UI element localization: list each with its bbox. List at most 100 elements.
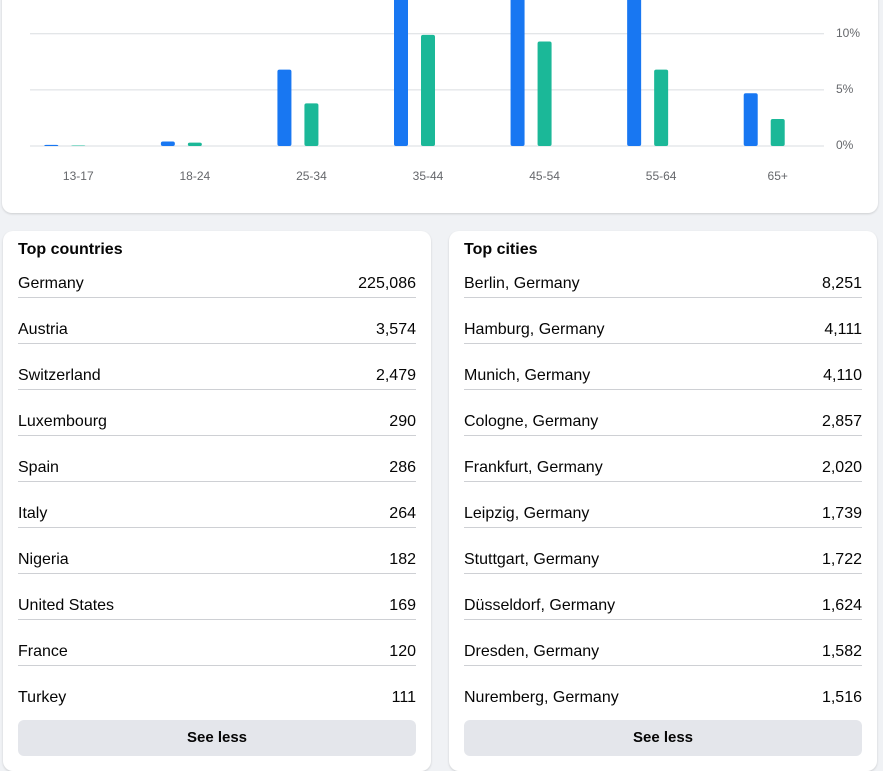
- x-tick-label: 45-54: [529, 169, 560, 183]
- divider: [464, 435, 862, 436]
- row-label: Nuremberg, Germany: [464, 689, 619, 706]
- list-row: Stuttgart, Germany 1,722: [464, 551, 862, 597]
- row-label: Stuttgart, Germany: [464, 551, 600, 568]
- see-less-button[interactable]: See less: [18, 720, 416, 756]
- list-row: Turkey 111: [18, 689, 416, 735]
- chart-card: 0% 5% 10% 13-17 18-24 25-34 35-44 45-54 55-64 65+: [2, 0, 878, 213]
- x-tick-label: 25-34: [296, 169, 327, 183]
- row-value: 169: [389, 597, 416, 614]
- list-row: Germany 225,086: [18, 275, 416, 321]
- row-value: 111: [391, 689, 416, 706]
- row-label: Austria: [18, 321, 68, 338]
- row-value: 3,574: [375, 321, 416, 338]
- divider: [464, 527, 862, 528]
- divider: [18, 389, 416, 390]
- divider: [464, 297, 862, 298]
- bar: [187, 142, 202, 146]
- row-label: Nigeria: [18, 551, 69, 568]
- divider: [18, 665, 416, 666]
- row-value: 1,624: [821, 597, 862, 614]
- row-label: United States: [18, 597, 115, 614]
- row-label: Frankfurt, Germany: [464, 459, 603, 476]
- row-value: 8,251: [821, 275, 862, 292]
- row-label: Turkey: [18, 689, 67, 706]
- row-value: 182: [389, 551, 416, 568]
- divider: [18, 619, 416, 620]
- card-title: Top countries: [18, 241, 123, 258]
- divider: [18, 481, 416, 482]
- row-label: Dresden, Germany: [464, 643, 600, 660]
- list-row: Italy 264: [18, 505, 416, 551]
- row-value: 1,516: [821, 689, 862, 706]
- y-tick-label: 0%: [836, 138, 854, 152]
- row-label: Spain: [18, 459, 59, 476]
- row-value: 290: [389, 413, 416, 430]
- bar: [743, 93, 758, 146]
- y-tick-label: 5%: [836, 82, 854, 96]
- list-row: Berlin, Germany 8,251: [464, 275, 862, 321]
- countries-card: Top countries Germany 225,086 Austria 3,574 S…: [3, 231, 431, 771]
- bar: [304, 103, 319, 146]
- bar: [627, 0, 642, 146]
- bar: [510, 0, 525, 146]
- divider: [18, 435, 416, 436]
- bar: [160, 141, 175, 146]
- card-title: Top cities: [464, 241, 538, 258]
- x-tick-label: 65+: [768, 169, 788, 183]
- row-value: 2,479: [375, 367, 416, 384]
- list-row: Cologne, Germany 2,857: [464, 413, 862, 459]
- row-label: Berlin, Germany: [464, 275, 580, 292]
- list-row: Düsseldorf, Germany 1,624: [464, 597, 862, 643]
- row-value: 1,739: [821, 505, 862, 522]
- bar: [71, 145, 86, 146]
- row-label: Munich, Germany: [464, 367, 591, 384]
- row-value: 120: [389, 643, 416, 660]
- list-row: Hamburg, Germany 4,111: [464, 321, 862, 367]
- bar: [394, 0, 408, 146]
- divider: [464, 665, 862, 666]
- bar: [537, 41, 552, 146]
- list-row: Dresden, Germany 1,582: [464, 643, 862, 689]
- list-row: Switzerland 2,479: [18, 367, 416, 413]
- row-value: 2,857: [821, 413, 862, 430]
- bar: [277, 69, 292, 146]
- x-tick-label: 35-44: [413, 169, 444, 183]
- list-row: United States 169: [18, 597, 416, 643]
- row-value: 225,086: [358, 275, 416, 292]
- divider: [464, 389, 862, 390]
- row-label: Leipzig, Germany: [464, 505, 590, 522]
- row-value: 4,110: [823, 367, 862, 384]
- list-row: Munich, Germany 4,110: [464, 367, 862, 413]
- divider: [18, 573, 416, 574]
- divider: [18, 297, 416, 298]
- row-label: Switzerland: [18, 367, 101, 384]
- row-value: 4,111: [824, 321, 862, 338]
- chart: 0% 5% 10% 13-17 18-24 25-34 35-44 45-54 55-64 65+: [30, 0, 860, 183]
- row-value: 1,722: [821, 551, 862, 568]
- divider: [464, 573, 862, 574]
- divider: [464, 481, 862, 482]
- bar: [654, 69, 669, 146]
- divider: [464, 619, 862, 620]
- row-value: 2,020: [821, 459, 862, 476]
- list-row: Spain 286: [18, 459, 416, 505]
- divider: [464, 343, 862, 344]
- row-label: Düsseldorf, Germany: [464, 597, 616, 614]
- divider: [18, 343, 416, 344]
- see-less-button[interactable]: See less: [464, 720, 862, 756]
- x-tick-label: 13-17: [63, 169, 94, 183]
- row-value: 264: [389, 505, 416, 522]
- row-value: 286: [389, 459, 416, 476]
- list-row: Frankfurt, Germany 2,020: [464, 459, 862, 505]
- list-row: France 120: [18, 643, 416, 689]
- divider: [18, 527, 416, 528]
- row-label: Luxembourg: [18, 413, 107, 430]
- row-label: France: [18, 643, 68, 660]
- cities-card: Top cities Berlin, Germany 8,251 Hamburg, G…: [449, 231, 877, 771]
- x-tick-label: 55-64: [646, 169, 677, 183]
- row-label: Hamburg, Germany: [464, 321, 605, 338]
- bar: [770, 119, 785, 146]
- list-row: Nigeria 182: [18, 551, 416, 597]
- list-row: Austria 3,574: [18, 321, 416, 367]
